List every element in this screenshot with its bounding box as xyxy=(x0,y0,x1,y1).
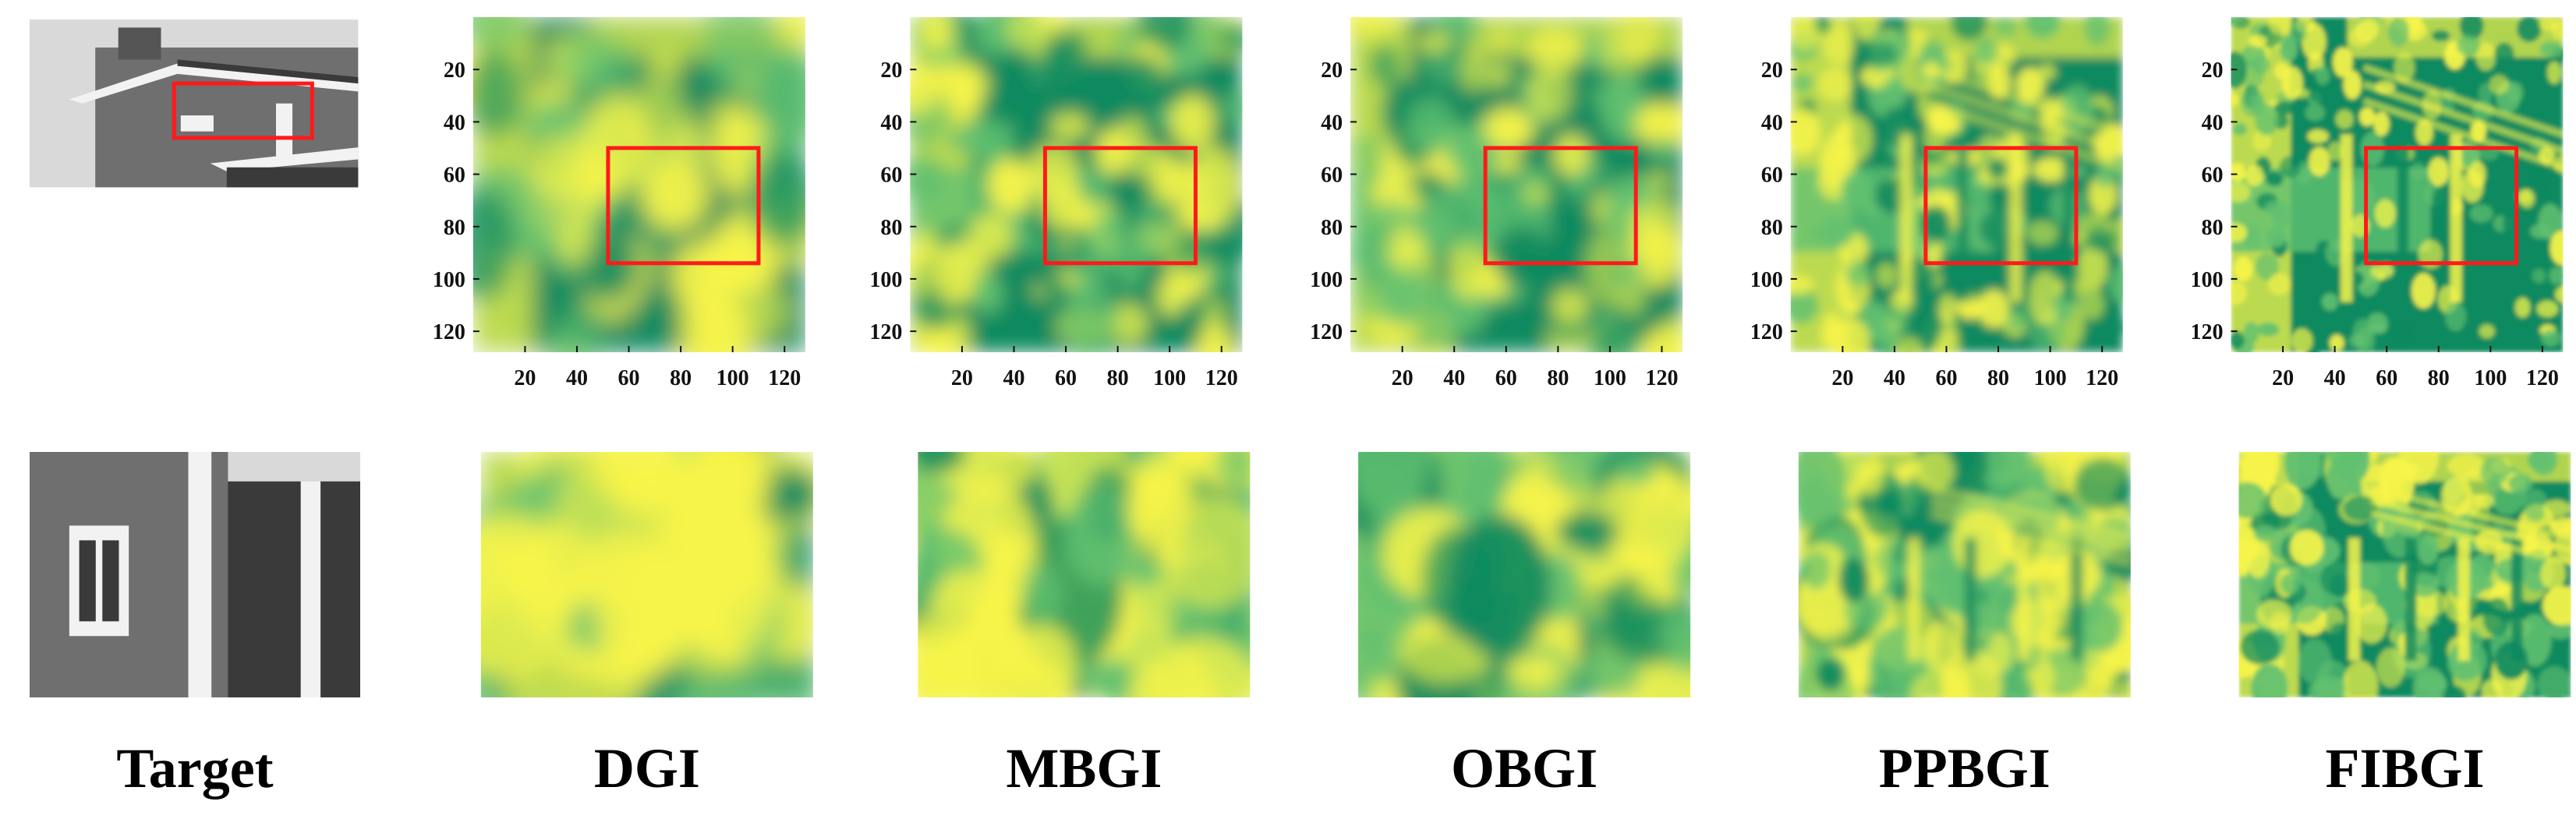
x-tick-label: 100 xyxy=(2034,366,2067,390)
roi-box xyxy=(1483,146,1638,266)
y-tick-label: 40 xyxy=(444,111,465,135)
y-tick-label: 120 xyxy=(2191,320,2224,344)
caption-mbgi: MBGI xyxy=(1006,737,1162,799)
x-tick-label: 80 xyxy=(1107,366,1129,390)
zoom-mbgi xyxy=(918,452,1251,697)
panel-ppbgi: 20 40 60 80 100 120 20 40 60 80 100 120 PPBGI xyxy=(1750,17,2131,799)
y-tick-label: 100 xyxy=(869,268,902,292)
heatmap-dgi xyxy=(472,17,805,352)
y-tick-label: 80 xyxy=(1321,216,1343,240)
y-tick-label: 20 xyxy=(2202,58,2224,83)
y-tick-label: 100 xyxy=(1310,268,1343,292)
x-tick-label: 60 xyxy=(2376,366,2397,390)
x-tick-label: 100 xyxy=(717,366,749,390)
x-tick-label: 20 xyxy=(1831,366,1853,390)
y-tick-label: 100 xyxy=(433,268,465,292)
x-tick-label: 40 xyxy=(2324,366,2346,390)
target-photo xyxy=(29,19,359,188)
zoom-obgi xyxy=(1358,452,1691,697)
y-tick-label: 20 xyxy=(444,58,465,83)
zoom-ppbgi xyxy=(1798,452,2131,697)
heatmap-obgi xyxy=(1350,17,1683,352)
x-tick-label: 60 xyxy=(618,366,640,390)
x-tick-label: 120 xyxy=(768,366,801,390)
y-tick-label: 120 xyxy=(869,320,902,344)
y-tick-label: 60 xyxy=(2202,164,2224,188)
y-tick-label: 80 xyxy=(1761,216,1783,240)
x-tick-label: 40 xyxy=(566,366,588,390)
roi-box xyxy=(1923,146,2079,266)
y-tick-label: 40 xyxy=(1761,111,1783,135)
y-tick-label: 20 xyxy=(1761,58,1783,83)
x-tick-label: 20 xyxy=(514,366,536,390)
y-tick-label: 100 xyxy=(2191,268,2224,292)
caption-dgi: DGI xyxy=(594,737,700,799)
panel-obgi: 20 40 60 80 100 120 20 40 60 80 100 120 OBGI xyxy=(1310,17,1691,799)
panel-fibgi: 20 40 60 80 100 120 20 40 60 80 100 120 FIBGI xyxy=(2191,17,2571,799)
x-tick-label: 40 xyxy=(1884,366,1905,390)
x-tick-label: 80 xyxy=(1547,366,1569,390)
y-tick-label: 40 xyxy=(2202,111,2224,135)
y-tick-label: 20 xyxy=(880,58,902,83)
y-tick-label: 80 xyxy=(2202,216,2224,240)
x-tick-label: 80 xyxy=(2428,366,2450,390)
y-tick-label: 20 xyxy=(1321,58,1343,83)
heatmap-ppbgi xyxy=(1790,17,2123,352)
x-tick-label: 60 xyxy=(1055,366,1077,390)
x-tick-label: 40 xyxy=(1003,366,1024,390)
heatmap-fibgi xyxy=(2231,17,2564,352)
x-tick-label: 80 xyxy=(1987,366,2009,390)
y-tick-label: 60 xyxy=(1761,164,1783,188)
y-tick-label: 80 xyxy=(444,216,465,240)
x-tick-label: 80 xyxy=(670,366,692,390)
y-tick-label: 60 xyxy=(880,164,902,188)
x-tick-label: 100 xyxy=(1594,366,1626,390)
x-tick-label: 20 xyxy=(1392,366,1414,390)
y-tick-label: 100 xyxy=(1750,268,1783,292)
y-tick-label: 60 xyxy=(444,164,465,188)
x-tick-label: 40 xyxy=(1443,366,1465,390)
y-tick-label: 40 xyxy=(880,111,902,135)
y-tick-label: 80 xyxy=(880,216,902,240)
roi-box xyxy=(606,146,761,266)
x-tick-label: 60 xyxy=(1495,366,1517,390)
y-tick-label: 120 xyxy=(433,320,465,344)
caption-fibgi: FIBGI xyxy=(2325,737,2484,799)
x-tick-label: 100 xyxy=(1153,366,1186,390)
x-tick-label: 120 xyxy=(2526,366,2559,390)
panel-dgi: 20 40 60 80 100 120 20 40 60 80 100 120 DGI xyxy=(433,17,813,799)
x-tick-label: 120 xyxy=(1205,366,1238,390)
panel-mbgi: 20 40 60 80 100 120 20 40 60 80 100 120 MBGI xyxy=(869,17,1251,799)
caption-obgi: OBGI xyxy=(1451,737,1598,799)
caption-target: Target xyxy=(116,737,273,799)
zoom-fibgi xyxy=(2238,452,2571,697)
roi-box xyxy=(2364,146,2519,266)
x-tick-label: 100 xyxy=(2474,366,2507,390)
y-tick-label: 120 xyxy=(1310,320,1343,344)
heatmap-mbgi xyxy=(910,17,1243,352)
y-tick-label: 40 xyxy=(1321,111,1343,135)
x-tick-label: 20 xyxy=(2272,366,2294,390)
caption-ppbgi: PPBGI xyxy=(1879,737,2051,799)
roi-box xyxy=(174,83,312,138)
zoom-dgi xyxy=(480,452,813,697)
y-tick-label: 60 xyxy=(1321,164,1343,188)
panel-target: Target xyxy=(29,19,360,799)
x-tick-label: 60 xyxy=(1935,366,1957,390)
x-tick-label: 120 xyxy=(2086,366,2118,390)
y-tick-label: 120 xyxy=(1750,320,1783,344)
target-crop xyxy=(30,452,360,697)
x-tick-label: 20 xyxy=(951,366,973,390)
x-tick-label: 120 xyxy=(1645,366,1678,390)
roi-box xyxy=(1042,146,1198,266)
